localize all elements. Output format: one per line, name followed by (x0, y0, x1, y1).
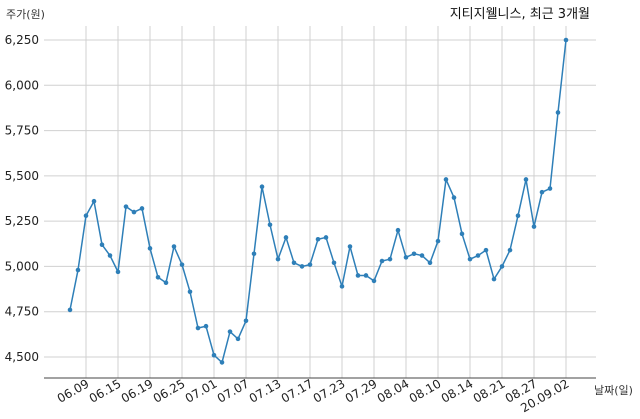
x-tick-label: 07.17 (279, 376, 316, 405)
data-point (211, 352, 217, 358)
data-point (347, 244, 353, 249)
data-point (499, 264, 505, 269)
data-point (219, 360, 225, 365)
data-point (251, 251, 257, 257)
y-tick-label: 6,000 (5, 78, 39, 92)
y-tick-label: 5,250 (5, 214, 39, 228)
x-tick-label: 07.07 (215, 376, 252, 405)
x-tick-label: 07.13 (247, 376, 284, 405)
data-point (107, 253, 113, 258)
data-point (83, 213, 89, 219)
data-point (243, 318, 249, 324)
data-point (379, 258, 385, 264)
data-point (179, 262, 185, 267)
y-tick-label: 6,250 (5, 33, 39, 47)
data-point (403, 255, 409, 260)
x-tick-label: 08.21 (471, 376, 508, 405)
x-tick-label: 06.25 (151, 376, 188, 405)
x-tick-label: 08.10 (407, 376, 444, 405)
chart-title: 지티지웰니스, 최근 3개월 (450, 7, 590, 22)
data-point (123, 204, 129, 209)
data-point (315, 236, 321, 242)
data-point (539, 189, 545, 195)
y-tick-label: 5,000 (5, 259, 39, 273)
data-point (435, 238, 441, 244)
y-tick-label: 4,750 (5, 305, 39, 319)
y-tick-label: 4,500 (5, 350, 39, 364)
horizontal-gridlines (44, 39, 596, 358)
data-point (467, 256, 473, 262)
x-tick-label: 06.15 (87, 376, 124, 405)
data-point (75, 267, 81, 273)
data-point (387, 256, 393, 262)
x-tick-label: 08.14 (439, 376, 476, 405)
data-point (299, 264, 305, 269)
x-axis-title: 날짜(일) (594, 383, 633, 397)
data-point (395, 227, 401, 233)
data-point (155, 274, 161, 280)
y-tick-label: 5,750 (5, 124, 39, 138)
x-tick-label: 07.29 (343, 376, 380, 405)
data-point (371, 278, 377, 284)
data-point (483, 247, 489, 253)
data-point (531, 224, 537, 229)
x-tick-label: 08.04 (375, 376, 412, 405)
x-tick-label: 07.23 (311, 376, 348, 405)
data-point (427, 260, 433, 266)
data-point (523, 177, 529, 182)
data-point (115, 269, 121, 275)
y-tick-label: 5,500 (5, 169, 39, 183)
data-point (131, 209, 137, 215)
x-axis-tick-labels: 06.0906.1506.1906.2507.0107.0707.1307.17… (55, 376, 572, 415)
data-point (99, 242, 105, 247)
x-tick-label: 07.01 (183, 376, 220, 405)
data-point (355, 273, 361, 278)
data-point (459, 231, 465, 237)
data-point (139, 206, 145, 211)
data-point (267, 222, 273, 228)
data-point (475, 253, 481, 258)
data-point (235, 336, 241, 342)
price-series-points (67, 37, 569, 365)
data-point (547, 186, 553, 191)
data-point (67, 307, 73, 313)
data-point (203, 323, 209, 329)
data-point (507, 247, 513, 253)
vertical-gridlines (85, 26, 567, 378)
data-point (515, 213, 521, 219)
data-point (195, 325, 201, 331)
data-point (187, 289, 193, 295)
data-point (331, 260, 337, 266)
data-point (283, 235, 289, 240)
data-point (443, 177, 449, 182)
data-point (171, 244, 177, 249)
data-point (307, 262, 313, 267)
data-point (419, 253, 425, 258)
x-tick-label: 06.19 (119, 376, 156, 405)
data-point (491, 276, 497, 282)
data-point (323, 235, 329, 240)
data-point (563, 37, 569, 43)
data-point (339, 284, 345, 289)
data-point (91, 198, 97, 204)
data-point (451, 195, 457, 200)
data-point (291, 260, 297, 266)
data-point (259, 184, 265, 190)
data-point (147, 246, 153, 251)
x-tick-label: 06.09 (55, 376, 92, 405)
data-point (275, 256, 281, 262)
y-axis-tick-labels: 4,500 4,750 5,000 5,250 5,500 5,750 6,000 6,250 (5, 33, 39, 364)
data-point (555, 110, 561, 115)
data-point (163, 280, 169, 286)
data-point (363, 273, 369, 278)
price-series-line (69, 39, 567, 364)
data-point (411, 251, 417, 257)
data-point (227, 329, 233, 334)
y-axis-title: 주가(원) (6, 8, 45, 21)
